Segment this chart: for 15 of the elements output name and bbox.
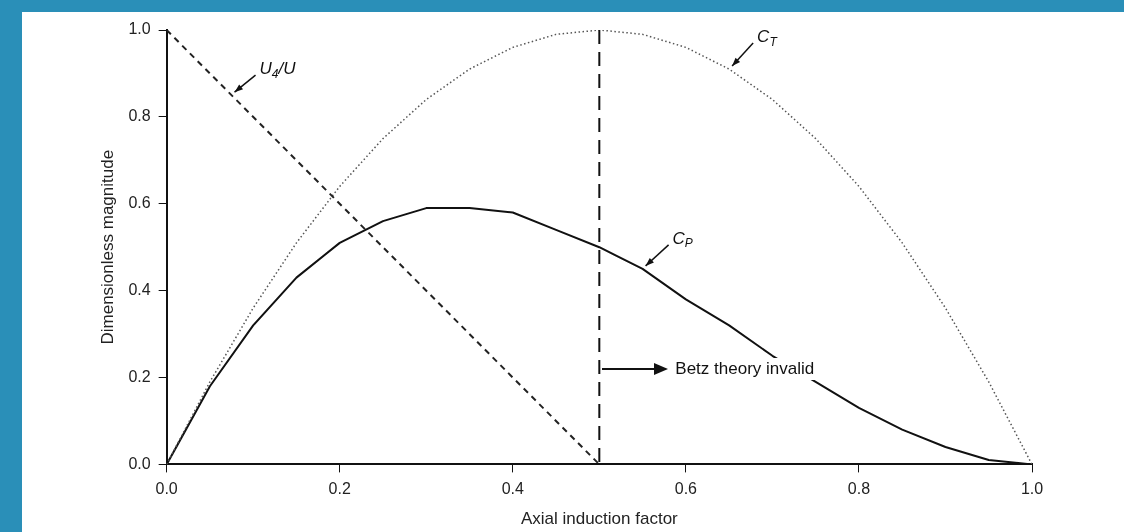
y-tick-label: 0.8 [128, 107, 151, 125]
x-tick-label: 1.0 [1020, 480, 1044, 498]
y-tick-label: 0.4 [128, 281, 151, 299]
y-tick-label: 1.0 [128, 20, 151, 38]
x-tick-label: 0.6 [674, 480, 698, 498]
x-tick-label: 0.4 [501, 480, 524, 498]
annotation: Betz theory invalid [673, 357, 817, 380]
x-tick-label: 0.0 [155, 480, 178, 498]
y-tick-label: 0.2 [128, 367, 151, 385]
y-tick-label: 0.0 [128, 454, 151, 472]
x-tick-label: 0.8 [847, 480, 871, 498]
x-tick-label: 0.2 [328, 480, 351, 498]
y-axis-title: Dimensionless magnitude [97, 149, 117, 345]
y-tick-label: 0.6 [128, 194, 151, 212]
x-axis-title: Axial induction factor [520, 509, 679, 529]
